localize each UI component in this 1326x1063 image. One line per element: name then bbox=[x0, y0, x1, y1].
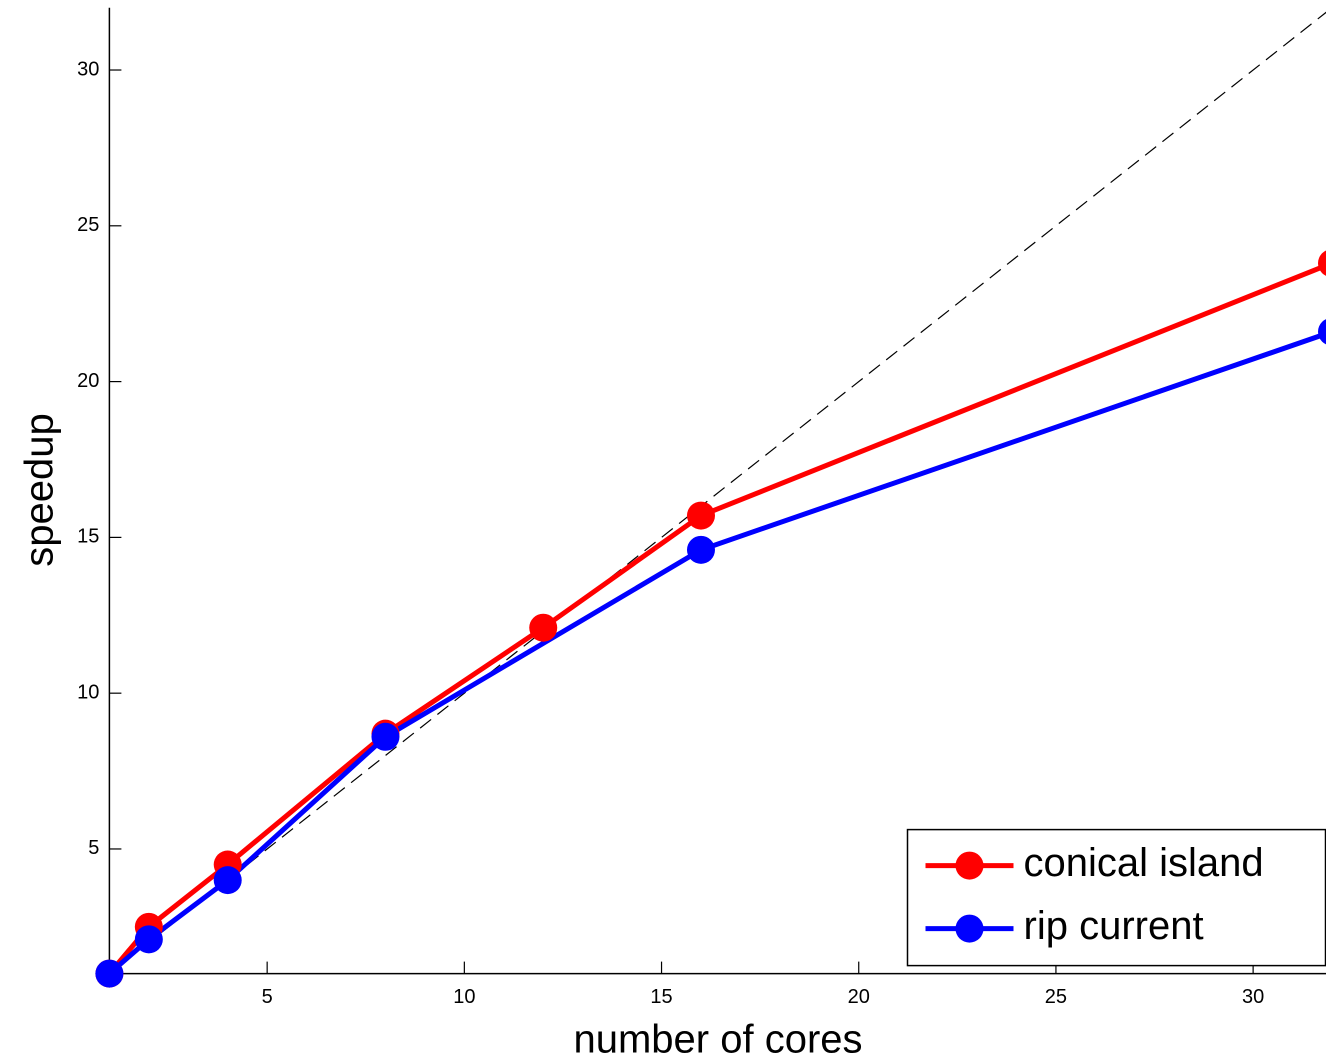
data-point bbox=[529, 613, 558, 642]
legend: conical island rip current bbox=[906, 828, 1326, 967]
legend-label: rip current bbox=[1024, 904, 1204, 948]
y-tick-label: 20 bbox=[77, 370, 99, 392]
legend-label: conical island bbox=[1024, 841, 1264, 885]
x-axis-label: number of cores bbox=[573, 1018, 862, 1062]
x-tick-label: 15 bbox=[650, 986, 672, 1008]
reference-line bbox=[109, 11, 1326, 975]
x-tick-label: 25 bbox=[1045, 986, 1067, 1008]
data-point bbox=[686, 535, 715, 564]
legend-swatch-marker bbox=[955, 914, 984, 943]
data-point bbox=[95, 959, 124, 988]
data-point bbox=[134, 925, 163, 954]
data-point bbox=[1318, 250, 1326, 276]
y-tick-label: 25 bbox=[77, 214, 99, 236]
x-tick-label: 30 bbox=[1242, 986, 1264, 1008]
data-point bbox=[1318, 319, 1326, 345]
x-tick-label: 5 bbox=[262, 986, 273, 1008]
data-point bbox=[686, 501, 715, 530]
y-tick-label: 15 bbox=[77, 526, 99, 548]
y-tick-label: 10 bbox=[77, 681, 99, 703]
legend-swatch-marker bbox=[955, 851, 984, 880]
x-tick-label: 20 bbox=[848, 986, 870, 1008]
x-tick-label: 10 bbox=[453, 986, 475, 1008]
data-point bbox=[371, 722, 400, 751]
y-tick-label: 30 bbox=[77, 58, 99, 80]
y-axis-label: speedup bbox=[18, 413, 62, 566]
legend-box bbox=[906, 828, 1326, 967]
data-point bbox=[213, 866, 242, 895]
y-tick-label: 5 bbox=[88, 837, 99, 859]
